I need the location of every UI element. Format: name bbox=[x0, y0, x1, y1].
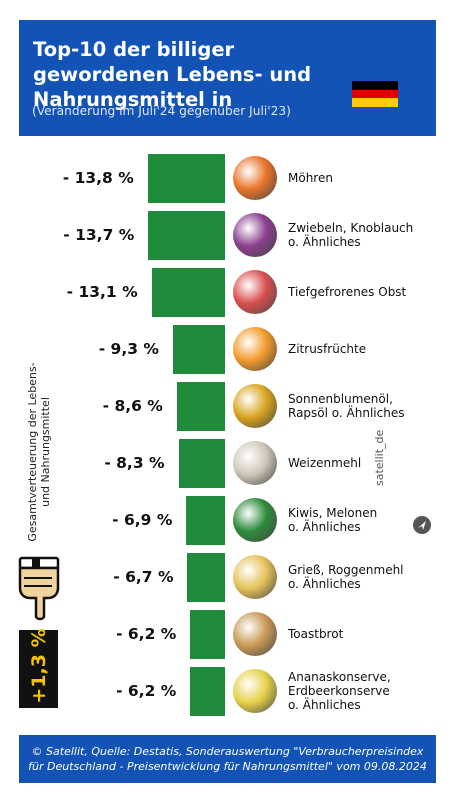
value-label-2: - 13,1 % bbox=[66, 283, 138, 301]
inflation-badge: +1,3 % bbox=[19, 628, 58, 708]
category-label-4: Sonnenblumenöl, Rapsöl o. Ähnliches bbox=[288, 392, 405, 420]
header-banner: Top-10 der billiger gewordenen Lebens- u… bbox=[19, 20, 436, 136]
category-label-7: Grieß, Roggenmehl o. Ähnliches bbox=[288, 563, 404, 591]
toast-icon bbox=[233, 612, 277, 656]
category-label-9: Ananaskonserve, Erdbeerkonserve o. Ähnlich… bbox=[288, 670, 391, 712]
chart-subtitle: (Veränderung im Juli'24 gegenüber Juli'2… bbox=[32, 104, 291, 118]
value-label-1: - 13,7 % bbox=[63, 226, 135, 244]
category-label-5: Weizenmehl bbox=[288, 456, 362, 470]
brand-label: satellit_de bbox=[373, 429, 386, 486]
value-label-0: - 13,8 % bbox=[62, 169, 134, 187]
bar-6 bbox=[186, 496, 225, 545]
inflation-value: +1,3 % bbox=[28, 628, 50, 704]
chart-title: Top-10 der billiger gewordenen Lebens- u… bbox=[33, 38, 312, 111]
flag-stripe-gold bbox=[352, 98, 398, 107]
bar-1 bbox=[148, 211, 225, 260]
category-label-0: Möhren bbox=[288, 171, 333, 185]
bar-2 bbox=[151, 268, 225, 317]
bar-8 bbox=[190, 610, 225, 659]
value-label-7: - 6,7 % bbox=[113, 568, 174, 586]
value-label-9: - 6,2 % bbox=[116, 682, 177, 700]
pointing-hand-icon bbox=[18, 556, 60, 621]
value-label-3: - 9,3 % bbox=[98, 340, 159, 358]
bar-9 bbox=[190, 667, 225, 716]
value-label-4: - 8,6 % bbox=[102, 397, 163, 415]
germany-flag-icon bbox=[352, 81, 398, 107]
side-label: Gesamtverteuerung der Lebens- und Nahrun… bbox=[26, 362, 52, 542]
value-label-6: - 6,9 % bbox=[112, 511, 173, 529]
citrus-icon bbox=[233, 327, 277, 371]
source-text: © Satellit, Quelle: Destatis, Sonderausw… bbox=[28, 745, 427, 773]
carrot-icon bbox=[233, 156, 277, 200]
value-label-5: - 8,3 % bbox=[104, 454, 165, 472]
bar-5 bbox=[178, 439, 225, 488]
frozen-fruit-icon bbox=[233, 270, 277, 314]
onion-garlic-icon bbox=[233, 213, 277, 257]
bar-4 bbox=[176, 382, 225, 431]
oil-icon bbox=[233, 384, 277, 428]
flag-stripe-red bbox=[352, 89, 398, 99]
bar-0 bbox=[147, 154, 225, 203]
pineapple-can-icon bbox=[233, 669, 277, 713]
category-label-2: Tiefgefrorenes Obst bbox=[288, 285, 407, 299]
semolina-icon bbox=[233, 555, 277, 599]
category-label-6: Kiwis, Melonen o. Ähnliches bbox=[288, 506, 378, 534]
flour-icon bbox=[233, 441, 277, 485]
bar-7 bbox=[187, 553, 225, 602]
watermelon-icon bbox=[233, 498, 277, 542]
category-label-1: Zwiebeln, Knoblauch o. Ähnliches bbox=[288, 221, 414, 249]
category-label-8: Toastbrot bbox=[288, 627, 344, 641]
send-arrow-icon bbox=[413, 516, 431, 534]
bar-3 bbox=[172, 325, 225, 374]
category-label-3: Zitrusfrüchte bbox=[288, 342, 367, 356]
value-label-8: - 6,2 % bbox=[116, 625, 177, 643]
footer-source: © Satellit, Quelle: Destatis, Sonderausw… bbox=[19, 735, 436, 783]
flag-stripe-black bbox=[352, 81, 398, 90]
